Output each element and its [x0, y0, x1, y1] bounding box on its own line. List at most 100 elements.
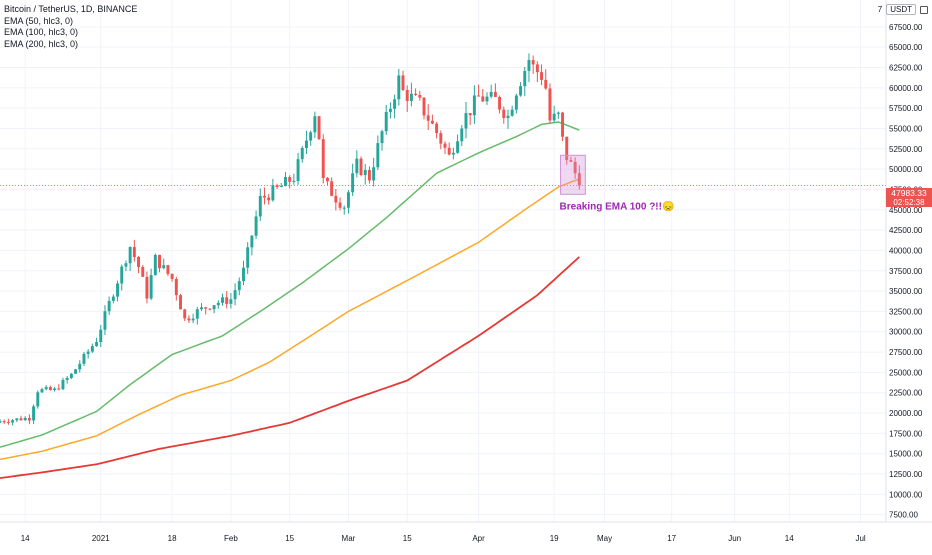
candle — [535, 61, 539, 83]
lock-icon[interactable] — [920, 5, 928, 14]
candle — [376, 135, 380, 171]
candle-body — [204, 307, 208, 309]
candle-body — [472, 95, 476, 116]
candle — [216, 300, 220, 309]
candle — [321, 134, 325, 184]
candle — [153, 253, 157, 276]
candle — [393, 94, 397, 119]
candle-body — [502, 109, 506, 119]
candle-body — [141, 267, 145, 277]
candle — [120, 264, 124, 291]
candle — [174, 276, 178, 301]
candle-body — [250, 235, 254, 248]
candle-body — [279, 186, 283, 188]
chart-legend: Bitcoin / TetherUS, 1D, BINANCE EMA (50,… — [4, 4, 137, 50]
last-price-value: 47983.33 — [891, 188, 927, 198]
candle-body — [569, 160, 573, 162]
candle — [498, 95, 502, 114]
candle-body — [359, 158, 363, 176]
candle-body — [309, 132, 313, 141]
candle — [149, 268, 153, 301]
candle-body — [187, 318, 191, 321]
legend-ema-100[interactable]: EMA (100, hlc3, 0) — [4, 27, 79, 37]
candle — [40, 387, 44, 394]
candle — [388, 102, 392, 119]
x-tick-label: 15 — [403, 534, 412, 543]
y-tick-label: 30000.00 — [889, 328, 923, 337]
candle — [342, 205, 346, 215]
candle-body — [468, 113, 472, 116]
candle-body — [325, 177, 329, 182]
candle-body — [53, 388, 57, 390]
legend-ema-50[interactable]: EMA (50, hlc3, 0) — [4, 15, 74, 26]
time-axis[interactable]: 14 2021 18 Feb 15 Mar 15 Apr 19 May 17 Jun 14 Jul — [21, 534, 866, 543]
candle-body — [351, 173, 355, 193]
candle — [0, 419, 2, 424]
candle — [313, 111, 317, 138]
candle — [246, 242, 250, 275]
candle-body — [15, 418, 19, 421]
candle-body — [544, 79, 548, 89]
candle-body — [153, 254, 157, 276]
candle — [90, 343, 94, 354]
legend-ema-200[interactable]: EMA (200, hlc3, 0) — [4, 38, 79, 49]
candle-body — [158, 254, 161, 269]
symbol-title[interactable]: Bitcoin / TetherUS, 1D, BINANCE — [4, 4, 138, 14]
candle — [128, 246, 132, 271]
candle-body — [229, 299, 233, 304]
y-tick-label: 40000.00 — [889, 246, 923, 255]
x-tick-label: Feb — [224, 534, 238, 543]
y-tick-label: 7500.00 — [889, 511, 918, 520]
candle-body — [443, 143, 447, 148]
candle-body — [195, 309, 199, 319]
candle — [267, 194, 271, 205]
candle-body — [246, 247, 250, 268]
candle — [489, 84, 493, 99]
candle-body — [200, 307, 203, 310]
candle — [95, 337, 99, 347]
y-tick-label: 22500.00 — [889, 389, 923, 398]
candle-body — [212, 305, 216, 310]
candle — [384, 104, 388, 135]
candle — [250, 235, 254, 256]
candle-body — [565, 136, 569, 161]
x-tick-label: 2021 — [92, 534, 110, 543]
candle — [527, 53, 531, 83]
candle-body — [233, 290, 237, 300]
candle-body — [393, 99, 397, 109]
candle-body — [275, 185, 279, 188]
candle-body — [485, 96, 489, 102]
x-tick-label: Mar — [342, 534, 356, 543]
candle-body — [166, 265, 170, 274]
candle-body — [338, 202, 342, 208]
candle-body — [397, 75, 401, 100]
candle-body — [300, 147, 304, 160]
y-tick-label: 35000.00 — [889, 287, 923, 296]
candle — [145, 271, 149, 304]
currency-badge[interactable]: USDT — [886, 4, 916, 15]
candle — [86, 349, 90, 359]
candle-body — [460, 128, 464, 142]
candle — [82, 352, 86, 367]
candle — [359, 156, 363, 177]
candle-body — [540, 72, 544, 80]
candle-body — [183, 309, 187, 319]
candle-body — [548, 88, 552, 121]
candle — [456, 134, 460, 154]
candle-body — [61, 379, 65, 390]
candle-body — [57, 388, 61, 390]
candle — [334, 188, 338, 211]
price-axis[interactable]: 7500.00 10000.00 12500.00 15000.00 17500.00 2… — [889, 23, 923, 520]
y-tick-label: 62500.00 — [889, 63, 923, 72]
candle — [65, 375, 69, 384]
candle-body — [44, 387, 48, 390]
candle-body — [531, 60, 535, 65]
candle — [569, 156, 573, 163]
candle-body — [573, 161, 577, 174]
candle-body — [376, 143, 380, 168]
candle — [548, 83, 552, 123]
candle — [69, 373, 73, 380]
x-tick-label: Jun — [728, 534, 741, 543]
